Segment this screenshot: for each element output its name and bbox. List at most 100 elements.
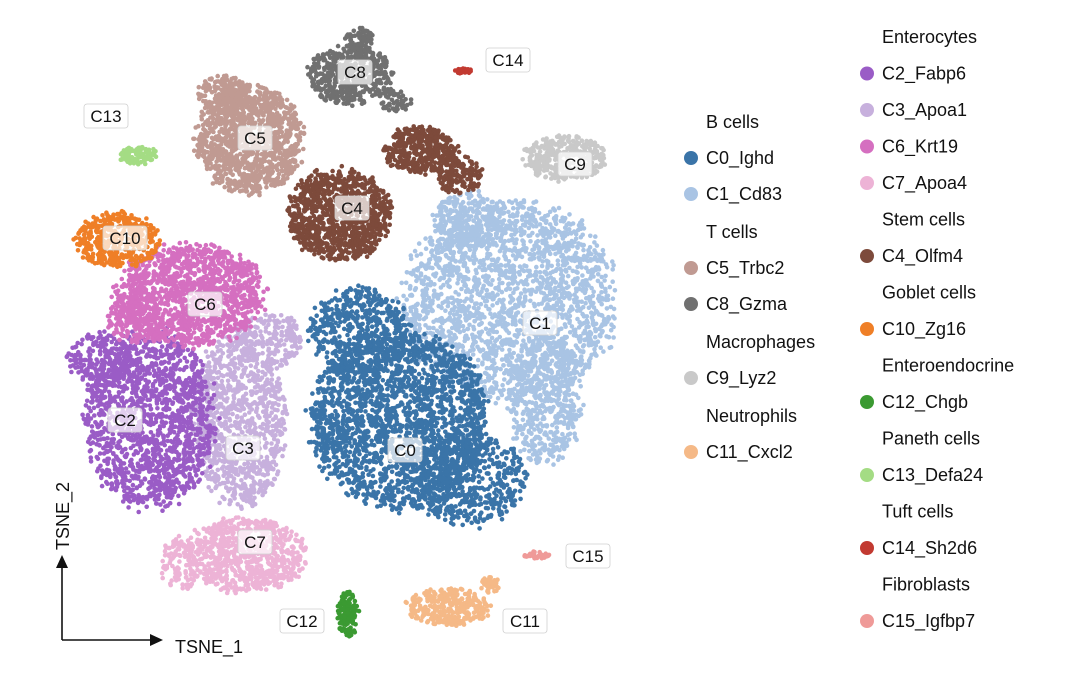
data-point	[388, 503, 394, 508]
data-point	[441, 216, 446, 222]
data-point	[402, 480, 408, 486]
data-point	[463, 362, 468, 368]
data-point	[603, 286, 608, 292]
data-point	[361, 376, 367, 381]
data-point	[565, 384, 571, 389]
data-point	[588, 251, 594, 257]
data-point	[353, 477, 358, 482]
data-point	[545, 264, 550, 269]
data-point	[375, 385, 380, 390]
data-point	[392, 498, 397, 504]
data-point	[389, 469, 395, 475]
data-point	[544, 458, 550, 464]
data-point	[426, 438, 432, 443]
data-point	[424, 339, 429, 345]
data-point	[351, 473, 357, 478]
data-point	[385, 393, 391, 398]
data-point	[449, 339, 455, 345]
data-point	[471, 416, 476, 422]
data-point	[485, 239, 491, 245]
data-point	[522, 287, 527, 293]
data-point	[426, 295, 432, 301]
data-point	[462, 261, 468, 267]
data-point	[407, 367, 412, 373]
data-point	[580, 344, 586, 349]
data-point	[458, 419, 464, 424]
data-point	[394, 393, 399, 398]
data-point	[485, 197, 490, 202]
data-point	[476, 237, 482, 243]
data-point	[440, 236, 446, 242]
data-point	[548, 335, 554, 341]
data-point	[543, 351, 549, 357]
data-point	[336, 402, 342, 407]
data-point	[351, 417, 357, 423]
data-point	[590, 321, 596, 327]
data-point	[422, 306, 428, 312]
data-point	[374, 420, 379, 426]
data-point	[440, 224, 445, 229]
data-point	[517, 299, 522, 305]
data-point	[537, 380, 542, 386]
data-point	[412, 503, 417, 509]
data-point	[589, 310, 594, 316]
data-point	[478, 223, 484, 229]
data-point	[556, 396, 561, 402]
data-point	[438, 210, 444, 215]
data-point	[560, 236, 566, 241]
data-point	[346, 374, 352, 379]
data-point	[405, 380, 411, 385]
data-point	[612, 316, 617, 321]
data-point	[533, 400, 539, 406]
data-point	[513, 339, 519, 344]
data-point	[477, 322, 482, 328]
data-point	[527, 268, 532, 274]
data-point	[400, 423, 405, 429]
data-point	[531, 340, 536, 346]
data-point	[523, 422, 528, 428]
data-point	[471, 326, 477, 332]
data-point	[567, 265, 572, 271]
data-point	[428, 241, 434, 247]
data-point	[317, 464, 322, 469]
data-point	[567, 320, 572, 326]
data-point	[434, 213, 439, 218]
data-point	[438, 230, 444, 236]
data-point	[519, 391, 524, 396]
data-point	[378, 484, 383, 489]
data-point	[499, 289, 505, 295]
data-point	[538, 421, 543, 426]
data-point	[500, 324, 506, 329]
data-point	[460, 349, 466, 354]
data-point	[535, 416, 540, 422]
data-point	[518, 423, 523, 429]
data-point	[484, 298, 490, 304]
data-point	[441, 275, 447, 281]
data-point	[495, 227, 500, 232]
data-point	[535, 233, 540, 238]
data-point	[487, 394, 493, 400]
data-point	[331, 454, 337, 460]
data-point	[589, 314, 595, 320]
data-point	[421, 428, 427, 434]
data-point	[522, 447, 527, 453]
data-point	[585, 320, 590, 325]
data-point	[589, 271, 594, 277]
data-point	[569, 381, 575, 387]
data-point	[499, 347, 505, 352]
data-point	[454, 200, 460, 205]
data-point	[580, 243, 586, 248]
data-point	[489, 257, 495, 263]
data-point	[559, 268, 564, 274]
data-point	[524, 211, 530, 216]
data-point	[455, 298, 460, 303]
data-point	[421, 402, 427, 407]
data-point	[599, 290, 604, 295]
data-point	[550, 269, 556, 275]
data-point	[419, 261, 424, 266]
data-point	[512, 393, 517, 398]
data-point	[555, 239, 561, 245]
data-point	[556, 454, 562, 459]
data-point	[359, 460, 365, 466]
